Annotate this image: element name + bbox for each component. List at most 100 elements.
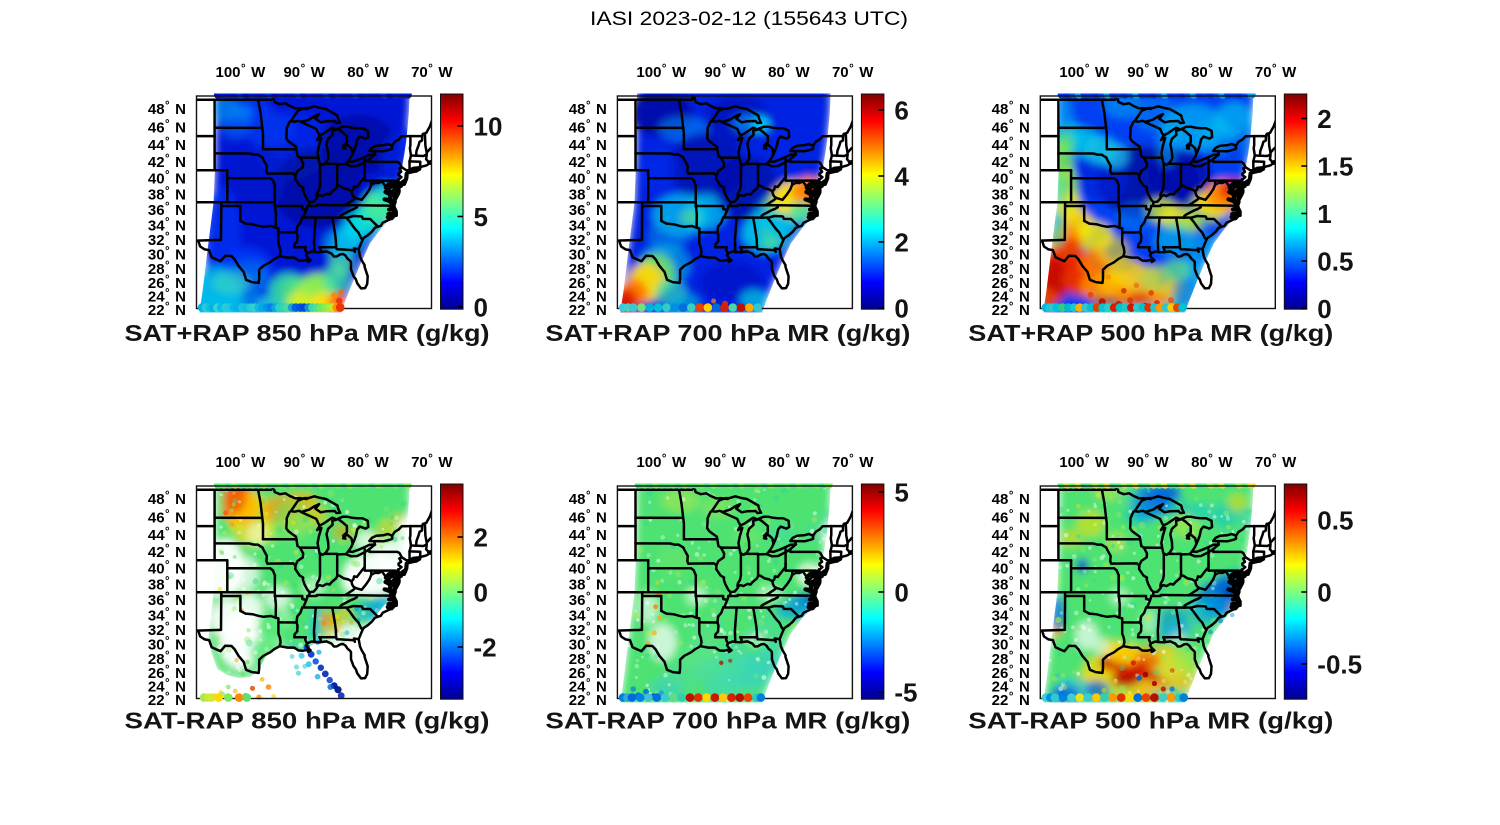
svg-text:30°N: 30° N xyxy=(992,636,1030,654)
svg-text:48°N: 48° N xyxy=(569,100,607,118)
svg-text:6: 6 xyxy=(894,96,908,126)
svg-text:36°N: 36° N xyxy=(148,591,186,609)
svg-text:40°N: 40° N xyxy=(569,170,607,188)
svg-text:24°N: 24° N xyxy=(148,288,186,306)
svg-text:90°W: 90° W xyxy=(283,453,325,471)
svg-text:34°N: 34° N xyxy=(992,606,1030,624)
svg-text:0: 0 xyxy=(1317,294,1331,324)
svg-text:0.5: 0.5 xyxy=(1317,247,1353,277)
svg-text:22°N: 22° N xyxy=(569,691,607,709)
svg-text:24°N: 24° N xyxy=(569,678,607,696)
svg-text:SAT+RAP 850 hPa MR (g/kg): SAT+RAP 850 hPa MR (g/kg) xyxy=(125,320,490,346)
svg-text:100°W: 100° W xyxy=(215,63,266,81)
svg-text:30°N: 30° N xyxy=(569,636,607,654)
svg-text:0: 0 xyxy=(894,294,908,324)
svg-text:42°N: 42° N xyxy=(992,153,1030,171)
svg-text:38°N: 38° N xyxy=(992,186,1030,204)
svg-text:38°N: 38° N xyxy=(148,186,186,204)
svg-text:40°N: 40° N xyxy=(148,560,186,578)
svg-text:46°N: 46° N xyxy=(992,119,1030,137)
svg-text:2: 2 xyxy=(1317,104,1331,134)
svg-text:34°N: 34° N xyxy=(569,216,607,234)
svg-text:24°N: 24° N xyxy=(569,288,607,306)
svg-text:80°W: 80° W xyxy=(768,453,810,471)
svg-text:70°W: 70° W xyxy=(832,63,874,81)
svg-text:36°N: 36° N xyxy=(148,201,186,219)
svg-text:10: 10 xyxy=(474,112,503,142)
svg-text:-0.5: -0.5 xyxy=(1317,650,1362,680)
svg-text:80°W: 80° W xyxy=(1191,63,1233,81)
svg-text:24°N: 24° N xyxy=(992,678,1030,696)
svg-text:80°W: 80° W xyxy=(1191,453,1233,471)
svg-text:30°N: 30° N xyxy=(148,636,186,654)
svg-text:32°N: 32° N xyxy=(569,231,607,249)
svg-text:36°N: 36° N xyxy=(992,201,1030,219)
svg-text:36°N: 36° N xyxy=(992,591,1030,609)
svg-text:42°N: 42° N xyxy=(148,543,186,561)
svg-text:46°N: 46° N xyxy=(148,509,186,527)
svg-text:34°N: 34° N xyxy=(148,606,186,624)
svg-text:34°N: 34° N xyxy=(148,216,186,234)
svg-text:26°N: 26° N xyxy=(992,664,1030,682)
svg-text:0: 0 xyxy=(474,578,488,608)
svg-text:2: 2 xyxy=(894,228,908,258)
svg-text:80°W: 80° W xyxy=(347,453,389,471)
svg-text:70°W: 70° W xyxy=(411,453,453,471)
svg-text:100°W: 100° W xyxy=(1059,453,1110,471)
svg-text:32°N: 32° N xyxy=(992,231,1030,249)
svg-text:38°N: 38° N xyxy=(992,576,1030,594)
svg-text:44°N: 44° N xyxy=(992,136,1030,154)
svg-text:-2: -2 xyxy=(474,633,497,663)
svg-text:2: 2 xyxy=(474,523,488,553)
svg-text:24°N: 24° N xyxy=(992,288,1030,306)
svg-text:SAT-RAP 850 hPa MR (g/kg): SAT-RAP 850 hPa MR (g/kg) xyxy=(125,708,490,734)
svg-text:44°N: 44° N xyxy=(569,136,607,154)
svg-text:34°N: 34° N xyxy=(992,216,1030,234)
svg-text:0: 0 xyxy=(474,293,488,323)
svg-text:46°N: 46° N xyxy=(148,119,186,137)
svg-text:70°W: 70° W xyxy=(832,453,874,471)
svg-text:46°N: 46° N xyxy=(992,509,1030,527)
svg-text:26°N: 26° N xyxy=(569,274,607,292)
svg-text:1.5: 1.5 xyxy=(1317,152,1353,182)
svg-text:26°N: 26° N xyxy=(569,664,607,682)
svg-text:28°N: 28° N xyxy=(992,260,1030,278)
svg-text:26°N: 26° N xyxy=(992,274,1030,292)
svg-text:32°N: 32° N xyxy=(992,621,1030,639)
svg-text:22°N: 22° N xyxy=(992,691,1030,709)
svg-text:100°W: 100° W xyxy=(1059,63,1110,81)
svg-text:48°N: 48° N xyxy=(992,100,1030,118)
svg-text:40°N: 40° N xyxy=(148,170,186,188)
svg-text:-5: -5 xyxy=(894,678,917,708)
svg-text:40°N: 40° N xyxy=(992,560,1030,578)
svg-text:36°N: 36° N xyxy=(569,201,607,219)
svg-text:48°N: 48° N xyxy=(148,100,186,118)
svg-text:38°N: 38° N xyxy=(148,576,186,594)
svg-text:22°N: 22° N xyxy=(148,301,186,319)
svg-text:22°N: 22° N xyxy=(148,691,186,709)
svg-text:90°W: 90° W xyxy=(1127,63,1169,81)
svg-text:38°N: 38° N xyxy=(569,186,607,204)
svg-text:90°W: 90° W xyxy=(704,453,746,471)
svg-text:SAT+RAP 500 hPa MR (g/kg): SAT+RAP 500 hPa MR (g/kg) xyxy=(968,320,1333,346)
svg-text:90°W: 90° W xyxy=(283,63,325,81)
svg-text:1: 1 xyxy=(1317,199,1331,229)
svg-text:44°N: 44° N xyxy=(148,136,186,154)
svg-text:22°N: 22° N xyxy=(992,301,1030,319)
svg-text:0.5: 0.5 xyxy=(1317,506,1353,536)
svg-text:48°N: 48° N xyxy=(148,490,186,508)
svg-text:70°W: 70° W xyxy=(1255,63,1297,81)
svg-text:28°N: 28° N xyxy=(569,650,607,668)
svg-text:44°N: 44° N xyxy=(992,526,1030,544)
svg-text:100°W: 100° W xyxy=(636,453,687,471)
svg-text:80°W: 80° W xyxy=(768,63,810,81)
svg-text:28°N: 28° N xyxy=(992,650,1030,668)
svg-text:22°N: 22° N xyxy=(569,301,607,319)
svg-text:100°W: 100° W xyxy=(215,453,266,471)
svg-text:24°N: 24° N xyxy=(148,678,186,696)
svg-text:28°N: 28° N xyxy=(148,650,186,668)
svg-text:IASI 2023-02-12 (155643 UTC): IASI 2023-02-12 (155643 UTC) xyxy=(590,8,908,30)
svg-text:42°N: 42° N xyxy=(569,153,607,171)
svg-text:32°N: 32° N xyxy=(569,621,607,639)
svg-text:32°N: 32° N xyxy=(148,621,186,639)
